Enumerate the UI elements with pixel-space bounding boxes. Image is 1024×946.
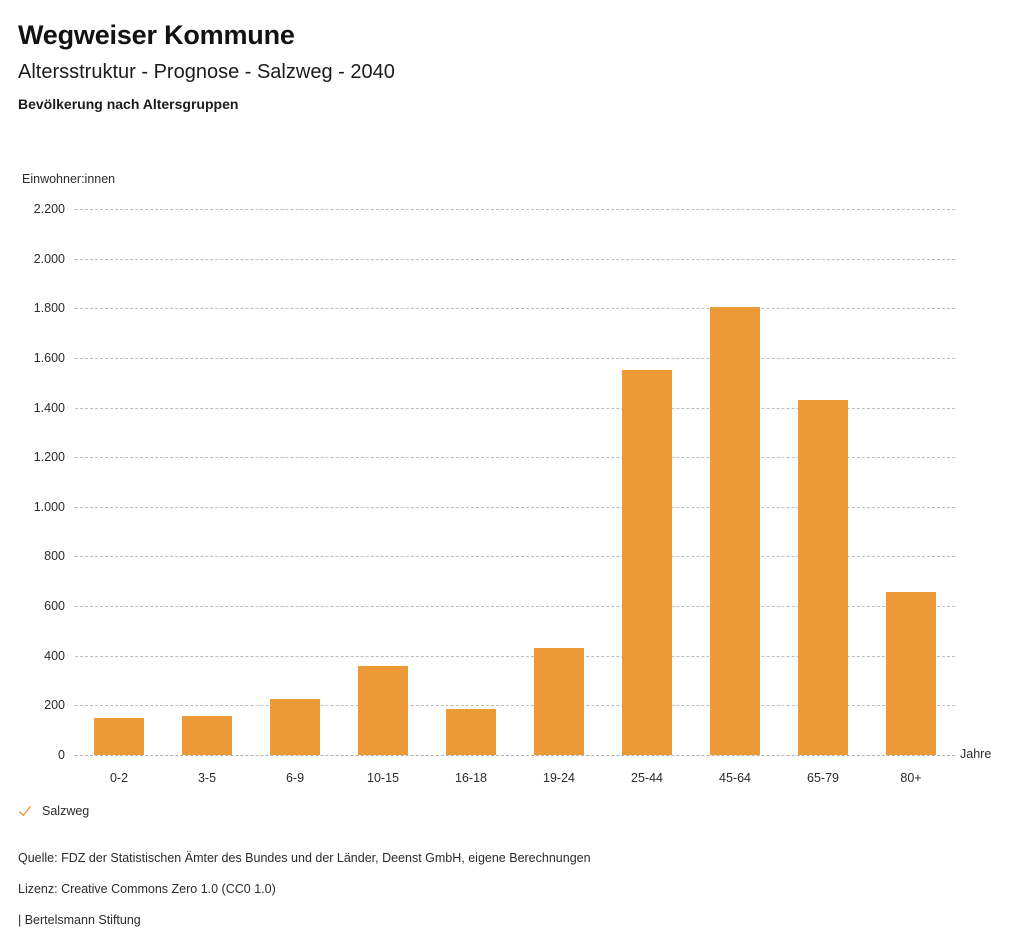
y-axis-tick-label: 1.400 [33, 400, 65, 415]
x-axis-tick-label: 6-9 [285, 771, 305, 785]
chart-description: Bevölkerung nach Altersgruppen [18, 96, 239, 112]
check-icon [19, 805, 31, 817]
y-axis-tick-label: 200 [44, 698, 65, 713]
plot-area: 2.200 2.000 1.800 1.600 1.400 1.200 1.000 800 60… [34, 202, 955, 785]
bar[interactable] [270, 699, 320, 755]
legend-item-label: Salzweg [42, 804, 90, 818]
chart-footer: Quelle: FDZ der Statistischen Ämter des … [18, 843, 998, 936]
gridline [75, 407, 955, 409]
bar-chart: Einwohner:innen 2.200 2.000 1.800 1.600 1.40… [22, 172, 992, 785]
x-axis-tick-label: 19-24 [543, 771, 575, 785]
x-axis-title: Jahre [960, 747, 992, 761]
y-axis-title: Einwohner:innen [22, 172, 116, 186]
bar[interactable] [534, 648, 584, 755]
y-axis-tick-label: 1.000 [33, 499, 65, 514]
x-axis-tick-label: 45-64 [719, 771, 751, 785]
x-axis-tick-label: 80+ [900, 771, 922, 785]
bar[interactable] [798, 400, 848, 755]
y-axis-tick-label: 0 [58, 748, 65, 762]
gridline [75, 705, 955, 707]
gridline [75, 506, 955, 508]
gridline [75, 606, 955, 608]
gridline [75, 209, 955, 210]
bar[interactable] [182, 716, 232, 755]
bar[interactable] [446, 709, 496, 755]
bar[interactable] [886, 591, 936, 755]
chart-legend[interactable]: Salzweg [18, 804, 89, 818]
y-axis-tick-label: 2.200 [33, 202, 65, 216]
x-axis-tick-label: 10-15 [367, 771, 399, 785]
bar[interactable] [622, 370, 672, 755]
x-axis-tick-label: 16-18 [455, 771, 487, 785]
gridline [75, 357, 955, 359]
y-axis-tick-label: 2.000 [33, 251, 65, 266]
y-axis-tick-label: 400 [44, 648, 65, 663]
y-axis-tick-label: 800 [44, 549, 65, 564]
gridline [75, 755, 955, 756]
x-axis-tick-label: 25-44 [631, 771, 663, 785]
gridline [75, 556, 955, 558]
gridline [75, 655, 955, 657]
bar[interactable] [710, 307, 760, 755]
license-text: Lizenz: Creative Commons Zero 1.0 (CC0 1… [18, 882, 276, 896]
gridline [75, 258, 955, 260]
chart-header: Wegweiser Kommune Altersstruktur - Progn… [0, 0, 1024, 114]
publisher-text: | Bertelsmann Stiftung [18, 913, 141, 927]
x-axis-tick-label: 65-79 [807, 771, 839, 785]
page-title: Wegweiser Kommune [18, 20, 295, 50]
y-axis-tick-label: 1.800 [33, 301, 65, 316]
bar[interactable] [358, 665, 408, 755]
y-axis-tick-label: 1.200 [33, 450, 65, 465]
source-text: Quelle: FDZ der Statistischen Ämter des … [18, 851, 591, 865]
chart-subtitle: Altersstruktur - Prognose - Salzweg - 20… [18, 61, 395, 83]
bar[interactable] [94, 718, 144, 755]
gridline [75, 308, 955, 310]
x-axis-tick-label: 3-5 [197, 771, 217, 785]
x-axis-tick-label: 0-2 [109, 771, 129, 785]
y-axis-tick-label: 600 [44, 599, 65, 614]
y-axis-tick-label: 1.600 [33, 350, 65, 365]
gridline [75, 457, 955, 459]
